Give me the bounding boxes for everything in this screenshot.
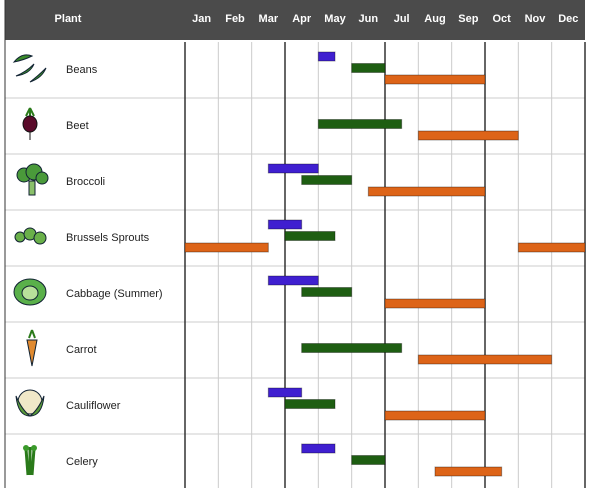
schedule-bar xyxy=(184,242,269,253)
schedule-bar xyxy=(301,287,353,297)
month-label: Feb xyxy=(225,13,245,25)
schedule-bar xyxy=(517,242,586,253)
schedule-bar xyxy=(351,63,386,73)
month-label: Dec xyxy=(558,13,578,25)
month-label: Apr xyxy=(292,13,312,25)
plant-icons xyxy=(12,54,49,476)
schedule-bar xyxy=(284,399,336,409)
celery-icon xyxy=(23,445,37,476)
carrot-icon xyxy=(26,329,38,367)
month-label: Oct xyxy=(492,13,511,25)
cauliflower-icon xyxy=(15,389,45,417)
schedule-bar xyxy=(384,74,486,85)
month-label: May xyxy=(324,13,346,25)
broccoli-icon xyxy=(16,163,49,196)
schedule-bar xyxy=(434,466,503,477)
grid xyxy=(4,0,586,488)
plant-name: Brussels Sprouts xyxy=(66,232,150,244)
schedule-bar xyxy=(284,231,336,241)
schedule-bar xyxy=(417,354,553,365)
month-label: Jul xyxy=(394,13,410,25)
brussels-icon xyxy=(14,227,47,245)
beet-icon xyxy=(22,107,38,140)
month-label: Mar xyxy=(259,13,279,25)
schedule-bar xyxy=(417,130,519,141)
plant-name: Carrot xyxy=(66,344,97,356)
beans-icon xyxy=(12,54,47,83)
schedule-bar xyxy=(317,51,336,62)
schedule-bar xyxy=(301,175,353,185)
month-label: Sep xyxy=(458,13,478,25)
schedule-bar xyxy=(384,410,486,421)
schedule-bar xyxy=(367,186,486,197)
month-label: Jan xyxy=(192,13,211,25)
plant-name: Cabbage (Summer) xyxy=(66,288,163,300)
schedule-bar xyxy=(317,119,403,129)
schedule-bar xyxy=(267,275,319,286)
header-label: Plant xyxy=(55,13,82,25)
plant-name: Broccoli xyxy=(66,176,105,188)
plant-name: Celery xyxy=(66,456,98,468)
plant-name: Beans xyxy=(66,64,98,76)
schedule-bar xyxy=(384,298,486,309)
plant-name: Beet xyxy=(66,120,89,132)
month-label: Nov xyxy=(525,13,547,25)
schedule-bar xyxy=(267,387,303,398)
schedule-bar xyxy=(301,343,403,353)
schedule-bar xyxy=(267,219,303,230)
schedule-bar xyxy=(301,443,336,454)
month-label: Jun xyxy=(359,13,379,25)
month-label: Aug xyxy=(424,13,445,25)
plant-name: Cauliflower xyxy=(66,400,121,412)
schedule-bar xyxy=(267,163,319,174)
schedule-bar xyxy=(351,455,386,465)
header-bar xyxy=(5,0,585,40)
cabbage-icon xyxy=(13,278,47,306)
